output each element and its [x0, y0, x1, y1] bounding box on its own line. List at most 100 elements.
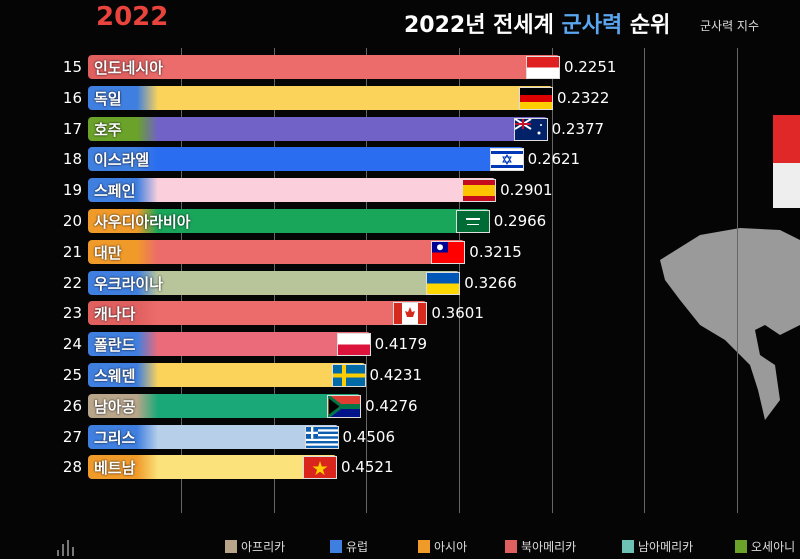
region-chip: [88, 393, 158, 418]
region-chip: [88, 301, 158, 326]
region-chip: [88, 55, 158, 79]
country-name: 독일: [94, 89, 122, 108]
value-label: 0.2251: [563, 58, 617, 76]
rank-label: 26: [62, 396, 82, 415]
bar-fill: [128, 85, 553, 110]
country-name: 사우디아라비아: [94, 213, 191, 231]
rank-label: 21: [62, 242, 82, 261]
legend-swatch: [505, 540, 517, 553]
legend-item: 오세아니: [735, 538, 795, 555]
value-label: 0.2322: [556, 88, 610, 107]
legend-label: 아시아: [434, 540, 468, 554]
rank-label: 25: [62, 366, 82, 384]
rank-label: 23: [62, 304, 82, 323]
chart-title: 2022년 전세계 군사력 순위: [404, 7, 670, 39]
rank-label: 28: [62, 458, 82, 477]
bar: 스웨덴: [88, 363, 366, 387]
country-name: 캐나다: [94, 305, 136, 324]
bar: 폴란드: [88, 332, 371, 357]
bar: 이스라엘: [88, 147, 524, 172]
value-label: 0.2377: [551, 119, 605, 138]
flag-icon-israel: [489, 148, 524, 172]
legend-swatch: [330, 540, 342, 553]
bar-fill: [128, 270, 461, 295]
flag-icon-ukraine: [426, 271, 461, 295]
flag-icon-indonesia: [525, 56, 560, 79]
bar-fill: [128, 55, 560, 79]
title-pre: 2022년 전세계: [404, 13, 562, 38]
region-chip: [88, 239, 158, 264]
rank-label: 19: [62, 181, 82, 200]
legend-item: 아시아: [418, 538, 467, 555]
legend-label: 유럽: [346, 540, 369, 554]
legend-swatch: [225, 540, 237, 553]
region-chip: [88, 147, 158, 172]
bar: 남아공: [88, 393, 362, 418]
legend-swatch: [622, 540, 634, 553]
flag-icon-saudi: [455, 210, 490, 233]
indonesia-flag-large: [773, 115, 800, 163]
legend-label: 오세아니: [751, 540, 796, 554]
bar-fill: [128, 332, 371, 357]
legend-label: 남아메리카: [638, 540, 694, 554]
value-label: 0.3601: [431, 304, 484, 323]
gridline: [737, 48, 738, 513]
country-name: 인도네시아: [94, 59, 164, 77]
bar: 대만: [88, 239, 466, 264]
value-label: 0.4521: [341, 458, 394, 477]
country-name: 그리스: [94, 428, 136, 447]
region-chip: [88, 85, 158, 110]
north-america-shape: [660, 228, 800, 420]
flag-icon-poland: [336, 333, 371, 357]
legend-swatch: [418, 540, 430, 553]
title-highlight: 군사력: [561, 13, 623, 38]
bar-chart-icon: [57, 540, 75, 556]
country-name: 호주: [94, 120, 122, 139]
country-name: 베트남: [94, 459, 136, 478]
bar-fill: [128, 393, 362, 418]
bar: 사우디아라비아: [88, 209, 490, 233]
rank-label: 15: [62, 58, 82, 76]
bar: 독일: [88, 85, 553, 110]
bar-fill: [128, 424, 339, 449]
bar: 캐나다: [88, 301, 428, 326]
legend-item: 남아메리카: [622, 538, 693, 555]
bar: 베트남: [88, 455, 338, 480]
legend-swatch: [735, 540, 747, 553]
indonesia-flag-large-white: [773, 163, 800, 208]
value-label: 0.2621: [527, 150, 581, 169]
country-name: 남아공: [94, 397, 136, 416]
gridline: [644, 48, 645, 513]
rank-label: 17: [62, 119, 82, 138]
legend-item: 유럽: [330, 538, 368, 555]
region-chip: [88, 209, 158, 233]
region-chip: [88, 270, 158, 295]
year-label: 2022: [96, 2, 169, 32]
value-label: 0.4276: [365, 396, 418, 415]
rank-label: 16: [62, 88, 82, 107]
region-chip: [88, 178, 158, 203]
gridline: [552, 48, 553, 513]
world-map: [660, 115, 800, 420]
rank-label: 22: [62, 273, 82, 292]
legend-item: 북아메리카: [505, 538, 576, 555]
chart-subtitle: 군사력 지수: [700, 19, 760, 33]
rank-label: 18: [62, 150, 82, 169]
flag-icon-sweden: [331, 364, 366, 387]
flag-icon-germany: [518, 86, 553, 110]
flag-icon-greece: [304, 425, 339, 449]
rank-label: 24: [62, 335, 82, 354]
value-label: 0.4231: [369, 366, 423, 384]
bar: 인도네시아: [88, 55, 560, 79]
value-label: 0.2966: [493, 212, 547, 230]
bar-fill: [128, 363, 366, 387]
country-name: 우크라이나: [94, 274, 164, 293]
legend-label: 북아메리카: [521, 540, 577, 554]
bar-fill: [128, 209, 490, 233]
region-chip: [88, 116, 158, 141]
value-label: 0.2901: [500, 181, 553, 200]
bar-fill: [128, 178, 497, 203]
rank-label: 27: [62, 427, 82, 446]
flag-icon-southafrica: [327, 394, 362, 418]
